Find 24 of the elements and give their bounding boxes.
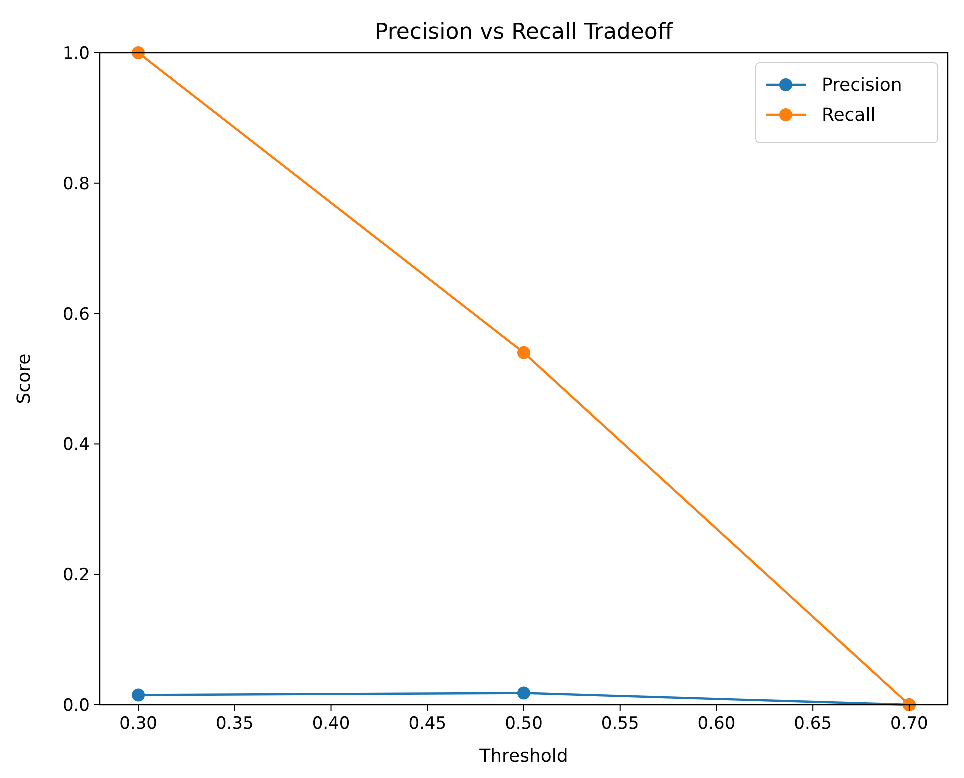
y-tick-label: 1.0: [62, 44, 90, 64]
x-axis-title: Threshold: [478, 746, 568, 767]
point: [132, 46, 146, 60]
x-tick-label: 0.35: [216, 714, 254, 734]
y-tick-label: 0.4: [62, 435, 90, 456]
x-tick-label: 0.65: [794, 714, 832, 734]
y-tick-label: 0.0: [62, 696, 90, 716]
x-tick-label: 0.30: [120, 714, 158, 734]
x-tick-label: 0.45: [408, 714, 447, 734]
point: [518, 686, 530, 700]
point: [518, 346, 530, 360]
chart-title: Precision vs Recall Tradeoff: [374, 20, 674, 45]
x-tick-label: 0.70: [890, 714, 928, 734]
point: [132, 688, 146, 702]
y-axis-title: Score: [14, 354, 35, 404]
x-tick-label: 0.55: [601, 714, 640, 734]
legend-label: Precision: [822, 75, 902, 96]
x-tick-label: 0.40: [312, 714, 350, 734]
y-tick-label: 0.6: [62, 304, 90, 325]
x-tick-label: 0.50: [505, 714, 543, 734]
x-tick-label: 0.60: [698, 714, 736, 734]
y-tick-label: 0.8: [62, 174, 90, 194]
y-tick-label: 0.2: [62, 566, 90, 586]
legend-label: Recall: [822, 105, 876, 126]
